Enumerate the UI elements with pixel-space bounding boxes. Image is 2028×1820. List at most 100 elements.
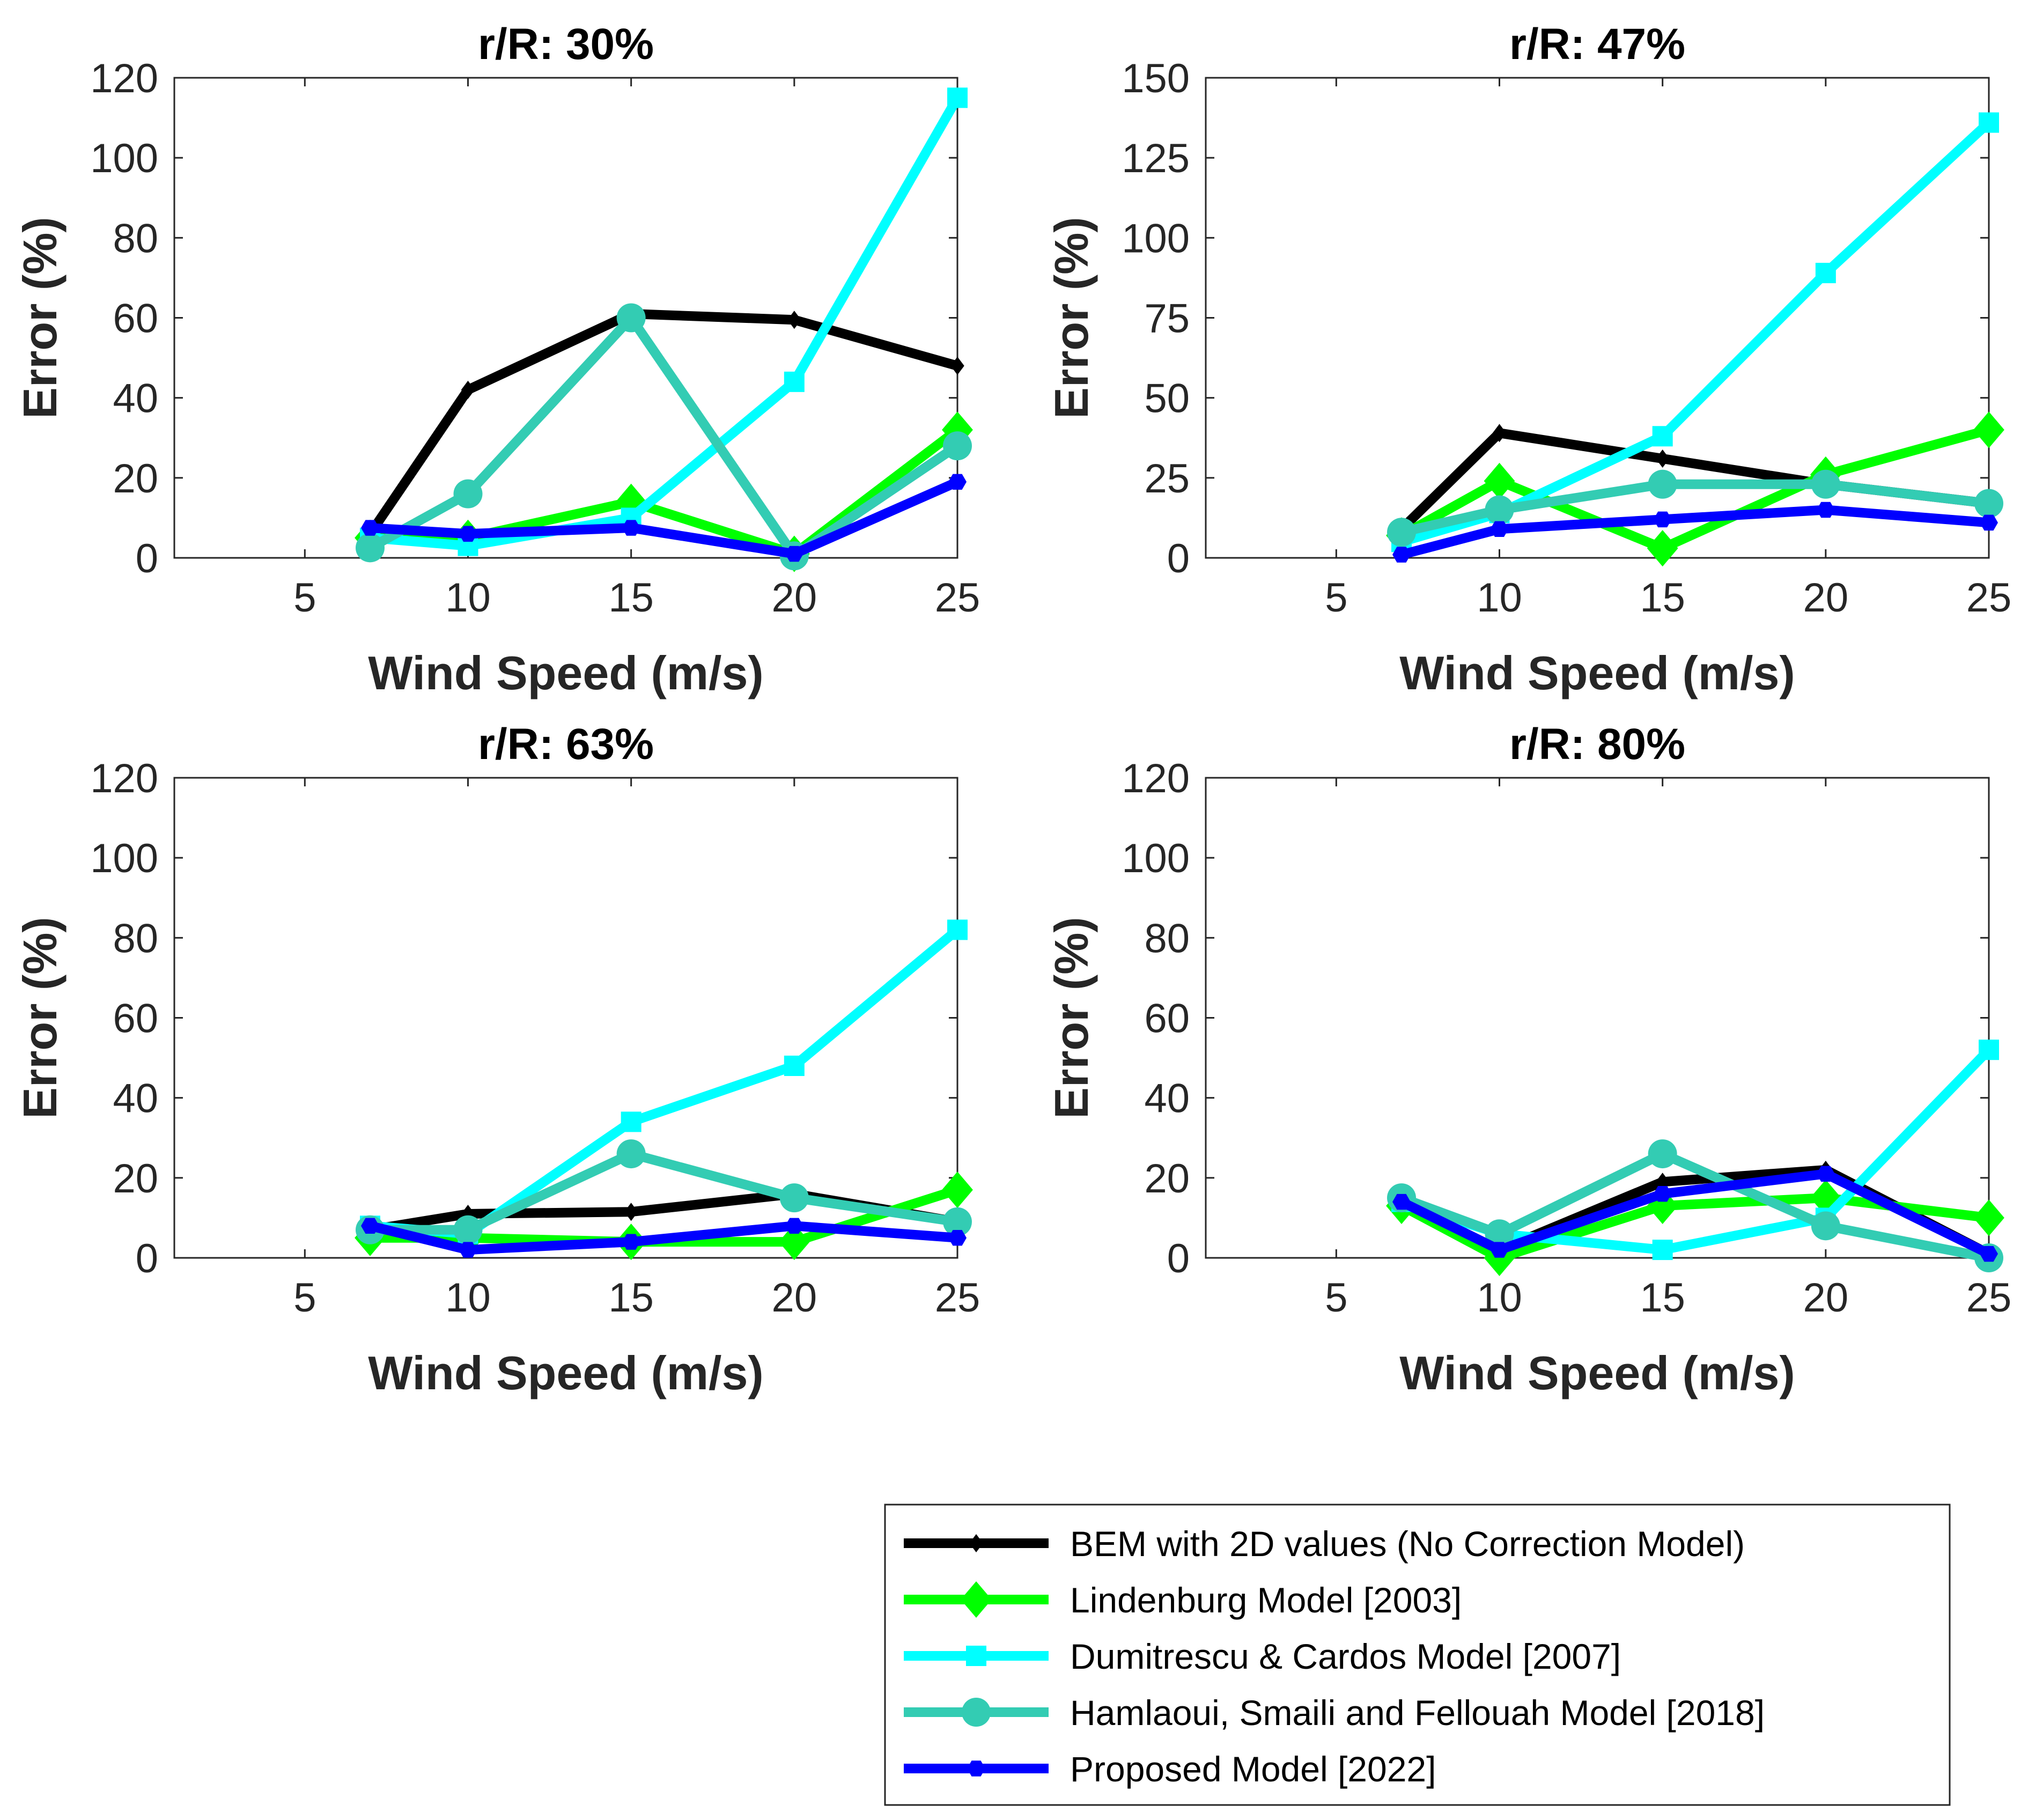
chart-panel-2: 5 10 15 20 25 0 25 50 75 100 125 150 r/R: 47% Wind Sp… [1045,20,2011,699]
chart-title: r/R: 80% [1509,720,1685,769]
chart-title: r/R: 47% [1509,20,1685,69]
data-point [779,1183,809,1213]
data-point [1492,424,1507,443]
data-point [1816,502,1835,518]
data-point [1652,1240,1673,1261]
x-tick-label: 10 [1477,575,1522,621]
data-point [1490,1242,1509,1258]
y-tick-label: 40 [113,1076,158,1122]
data-point [1811,1211,1840,1241]
data-point [622,520,640,536]
data-point [1980,514,1998,531]
legend-marker [962,1698,991,1727]
y-tick-label: 125 [1122,136,1190,181]
data-point [361,1218,379,1234]
data-point [1973,1199,2004,1236]
y-axis-label: Error (%) [13,217,67,419]
legend-marker [961,1581,992,1618]
data-point [624,1203,638,1221]
data-point [453,1215,483,1244]
data-point [1648,1139,1677,1169]
y-tick-label: 75 [1144,296,1190,342]
data-point [778,1224,810,1261]
data-point [787,311,801,329]
data-point [1648,469,1677,499]
y-tick-label: 20 [113,1156,158,1202]
y-tick-label: 100 [90,136,158,181]
legend-label: BEM with 2D values (No Correction Model) [1070,1524,1745,1564]
y-axis-label: Error (%) [13,917,67,1119]
y-tick-label: 0 [1167,1236,1190,1281]
legend-item: Dumitrescu & Cardos Model [2007] [904,1637,1621,1676]
data-point [461,380,475,399]
series-5 [1392,502,1998,563]
data-point [361,520,379,536]
series-4 [1387,469,2003,547]
series-4 [356,1139,972,1244]
series-5 [361,474,967,562]
data-point [784,371,805,392]
data-point [947,87,968,108]
x-tick-label: 20 [772,1275,817,1321]
y-tick-label: 40 [113,376,158,422]
data-point [1655,450,1670,468]
data-point [1652,426,1673,447]
x-tick-label: 15 [608,575,654,621]
data-point [1979,1040,1999,1060]
data-point [1811,469,1840,499]
data-point [459,526,477,542]
x-tick-label: 5 [1325,1275,1347,1321]
x-tick-label: 10 [445,1275,491,1321]
axes-box [1205,77,1990,559]
data-point [948,1229,967,1246]
data-point [1387,518,1416,547]
data-point [1392,547,1411,563]
x-tick-label: 25 [935,1275,980,1321]
data-point [1979,112,1999,133]
y-tick-label: 0 [1167,536,1190,581]
x-axis-label: Wind Speed (m/s) [368,1346,763,1399]
legend-item: Proposed Model [2022] [904,1749,1436,1789]
data-point [1490,521,1509,537]
data-point [1653,1185,1672,1202]
series-5 [1392,1166,1998,1262]
legend-marker [967,1760,985,1777]
y-tick-label: 40 [1144,1076,1190,1122]
x-tick-label: 10 [445,575,491,621]
y-tick-label: 60 [1144,996,1190,1042]
y-tick-label: 0 [136,1236,158,1281]
legend-label: Hamlaoui, Smaili and Fellouah Model [201… [1070,1693,1765,1733]
data-point [942,1171,973,1209]
x-tick-label: 15 [608,1275,654,1321]
data-point [947,919,968,940]
x-tick-label: 15 [1640,1275,1685,1321]
x-tick-label: 5 [293,1275,316,1321]
chart-title: r/R: 30% [478,20,654,69]
data-point [1816,1166,1835,1182]
y-tick-label: 120 [1122,756,1190,801]
data-point [948,474,967,490]
x-tick-label: 25 [1966,575,2012,621]
x-tick-label: 5 [1325,575,1347,621]
axes-box [173,777,958,1259]
data-point [943,1207,972,1236]
series-2 [1386,411,2004,567]
data-point [785,1218,803,1234]
legend-item: BEM with 2D values (No Correction Model) [904,1524,1745,1564]
legend-marker [966,1646,986,1666]
y-tick-label: 100 [90,836,158,881]
x-tick-label: 25 [1966,1275,2012,1321]
data-point [1810,1180,1841,1217]
legend-item: Hamlaoui, Smaili and Fellouah Model [201… [904,1693,1765,1733]
y-tick-label: 50 [1144,376,1190,422]
data-point [1973,411,2004,448]
chart-title: r/R: 63% [478,720,654,769]
chart-panel-1: 5 10 15 20 25 0 20 40 60 80 100 120 r/R: 30% Wind Spe… [13,20,980,699]
legend-label: Lindenburg Model [2003] [1070,1580,1462,1620]
y-tick-label: 100 [1122,216,1190,261]
x-axis-label: Wind Speed (m/s) [1399,646,1795,699]
data-point [1815,262,1836,283]
y-tick-label: 80 [1144,916,1190,961]
y-tick-label: 100 [1122,836,1190,881]
